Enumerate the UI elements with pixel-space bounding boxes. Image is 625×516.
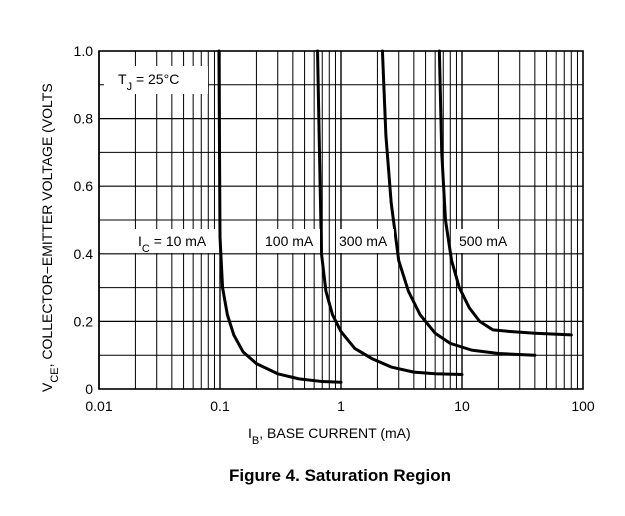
series-label-10ma: IC = 10 mA xyxy=(138,233,207,255)
x-tick-label: 100 xyxy=(571,398,595,414)
y-tick-label: 0.2 xyxy=(74,313,94,329)
y-tick-label: 0.6 xyxy=(74,178,94,194)
x-tick-label: 10 xyxy=(454,398,470,414)
x-axis-label: IB, BASE CURRENT (mA) xyxy=(248,425,411,447)
series-line-100-ma xyxy=(316,49,464,376)
x-tick-label: 1 xyxy=(337,398,345,414)
tick-labels: 0.01 0.1 1 10 100 0 0.2 0.4 0.6 0.8 1.0 xyxy=(74,43,595,414)
x-tick-label: 0.1 xyxy=(210,398,230,414)
temperature-label: TJ = 25°C xyxy=(118,71,179,93)
temperature-label-background xyxy=(104,66,208,94)
series-label-300ma: 300 mA xyxy=(339,233,388,249)
y-tick-label: 0.8 xyxy=(74,111,94,127)
series-label-background-10 xyxy=(130,229,216,253)
x-tick-label: 0.01 xyxy=(85,398,112,414)
series-line-500-ma xyxy=(437,49,573,337)
annotations: TJ = 25°C IC = 10 mA 100 mA 300 mA 500 m… xyxy=(104,66,514,255)
series-curves xyxy=(217,49,573,384)
series-line-10-ma xyxy=(217,49,343,384)
series-label-500ma: 500 mA xyxy=(459,233,508,249)
figure-caption: Figure 4. Saturation Region xyxy=(229,466,451,485)
series-label-background-100 xyxy=(262,229,320,253)
y-tick-label: 0.4 xyxy=(74,246,94,262)
y-tick-label: 0 xyxy=(85,381,93,397)
plot-frame xyxy=(98,50,584,390)
y-tick-label: 1.0 xyxy=(74,43,94,59)
series-label-100ma: 100 mA xyxy=(265,233,314,249)
series-label-background-300 xyxy=(336,229,394,253)
y-axis-label: VCE, COLLECTOR−EMITTER VOLTAGE (VOLTS xyxy=(39,83,61,392)
series-label-background-500 xyxy=(456,229,514,253)
series-line-300-ma xyxy=(380,49,537,357)
